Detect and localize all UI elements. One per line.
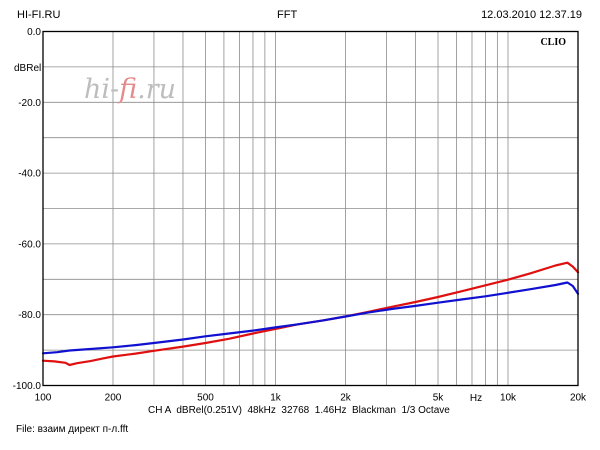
header-site-name: HI-FI.RU [17,9,61,21]
x-axis-unit-label: Hz [470,393,482,404]
x-axis: 100 200 500 1k 2k 5k 10k 20k [35,393,587,404]
series-line-2 [41,281,580,355]
y-tick-label: 0.0 [27,27,41,38]
x-tick-label: 500 [197,393,214,404]
series-layer [41,261,580,367]
x-tick-label: 10k [500,393,517,404]
x-tick-label: 100 [35,393,52,404]
header-timestamp: 12.03.2010 12.37.19 [481,9,582,21]
x-tick-label: 2k [340,393,352,404]
watermark-part-c: .ru [137,74,176,105]
header-measurement-type: FFT [277,9,298,21]
hifi-watermark: hi-fi.ru [84,74,176,105]
y-tick-label: -80.0 [18,310,41,321]
svg-text:hi-fi.ru: hi-fi.ru [84,74,176,105]
file-name: File: взаим директ п-л.fft [16,424,129,435]
y-tick-label: -20.0 [18,98,41,109]
watermark-part-b: fi [117,74,137,105]
y-axis: 0.0 -20.0 -40.0 -60.0 -80.0 -100.0 [13,27,42,392]
x-tick-label: 1k [270,393,282,404]
measurement-settings: CH A dBRel(0.251V) 48kHz 32768 1.46Hz Bl… [148,405,450,416]
y-tick-label: -60.0 [18,239,41,250]
watermark-part-a: hi- [84,74,119,105]
plot-frame [42,30,579,387]
clio-brand: CLIO [540,37,566,48]
y-axis-label: dBRel [14,63,41,74]
x-tick-label: 200 [105,393,122,404]
x-tick-label: 5k [433,393,445,404]
y-tick-label: -100.0 [13,381,42,392]
y-tick-label: -40.0 [18,169,41,180]
x-tick-label: 20k [570,393,587,404]
